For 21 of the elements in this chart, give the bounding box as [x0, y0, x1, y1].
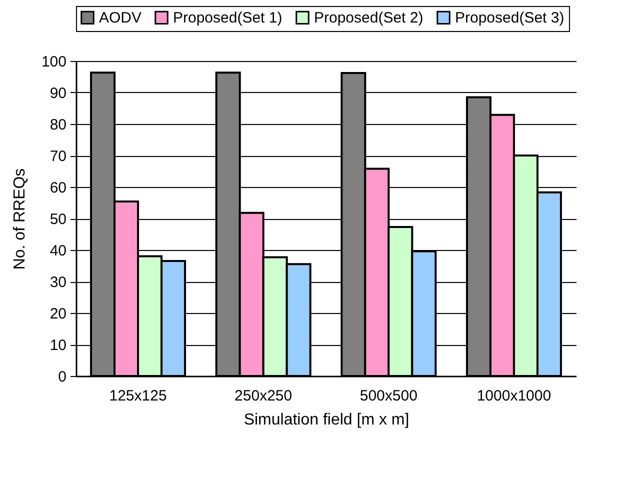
y-tick-label: 90: [50, 85, 66, 102]
x-axis-title: Simulation field [m x m]: [244, 412, 410, 428]
y-tick-label: 0: [58, 368, 66, 386]
y-tick-label: 80: [50, 116, 66, 134]
y-axis-title: No. of RREQs: [11, 168, 28, 270]
y-tick-label: 30: [50, 274, 66, 291]
y-tick-label: 100: [41, 54, 66, 70]
y-tick-label: 40: [50, 242, 66, 260]
x-tick-label: 1000x1000: [476, 388, 552, 404]
legend-label: Proposed(Set 1): [173, 10, 282, 27]
legend-label: Proposed(Set 2): [314, 10, 424, 27]
y-tick-label: 60: [50, 180, 66, 196]
x-tick-label: 250x250: [234, 388, 292, 404]
legend-label: AODV: [99, 10, 142, 27]
y-tick-label: 10: [50, 337, 66, 354]
x-tick-label: 500x500: [360, 388, 418, 404]
y-tick-label: 70: [50, 148, 66, 165]
legend-label: Proposed(Set 3): [455, 10, 564, 27]
y-tick-label: 50: [50, 211, 66, 228]
x-tick-label: 125x125: [109, 388, 167, 404]
y-tick-label: 20: [50, 306, 66, 322]
